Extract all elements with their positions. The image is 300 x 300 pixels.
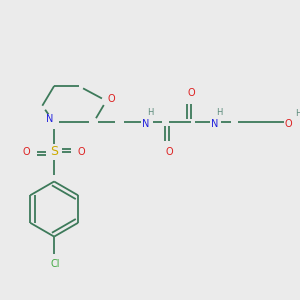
Text: H: H bbox=[295, 109, 300, 118]
Text: H: H bbox=[216, 108, 223, 117]
Text: O: O bbox=[166, 147, 173, 157]
Text: H: H bbox=[147, 108, 154, 117]
Text: O: O bbox=[187, 88, 195, 98]
Text: O: O bbox=[107, 94, 115, 104]
Text: N: N bbox=[211, 119, 218, 129]
Text: S: S bbox=[50, 146, 58, 158]
Text: N: N bbox=[46, 115, 53, 124]
Text: N: N bbox=[142, 119, 149, 129]
Text: O: O bbox=[78, 147, 85, 157]
Text: O: O bbox=[285, 119, 292, 129]
Text: Cl: Cl bbox=[50, 259, 60, 269]
Text: O: O bbox=[23, 147, 30, 157]
